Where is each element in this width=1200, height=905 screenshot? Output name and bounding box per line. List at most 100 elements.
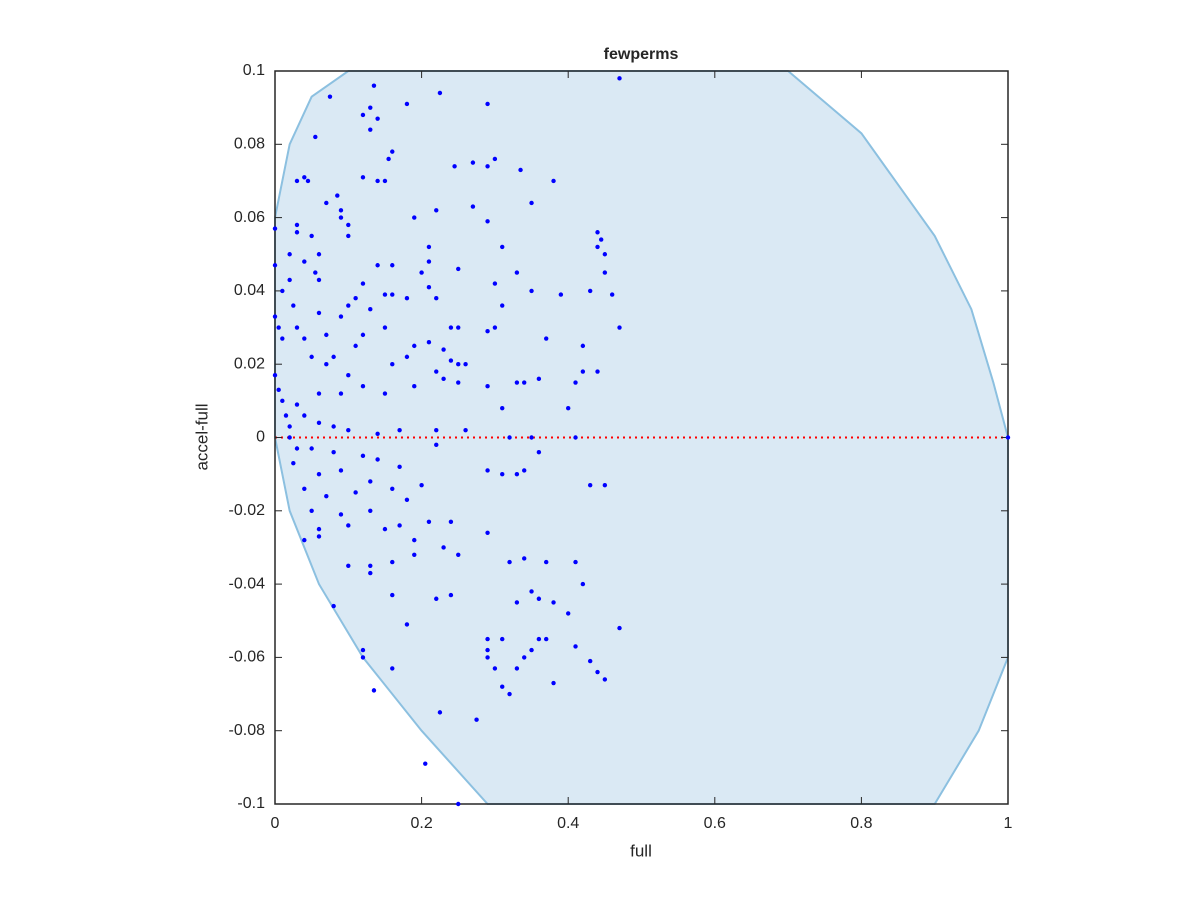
point bbox=[346, 222, 351, 228]
point bbox=[419, 270, 424, 275]
y-tick-label: 0.02 bbox=[234, 355, 265, 372]
point bbox=[368, 127, 373, 132]
point bbox=[390, 559, 395, 565]
point bbox=[456, 801, 461, 807]
point bbox=[602, 677, 608, 682]
x-tick-label: 1 bbox=[1004, 815, 1013, 832]
point bbox=[536, 596, 542, 601]
point bbox=[485, 468, 490, 473]
point bbox=[335, 193, 340, 198]
point bbox=[426, 259, 432, 264]
point bbox=[346, 427, 351, 433]
point bbox=[419, 482, 424, 488]
point bbox=[375, 457, 380, 462]
point bbox=[272, 314, 278, 319]
point bbox=[434, 208, 439, 213]
point bbox=[587, 658, 593, 664]
point bbox=[375, 431, 380, 437]
point bbox=[291, 303, 296, 308]
point bbox=[316, 471, 322, 477]
point bbox=[313, 270, 318, 275]
point bbox=[412, 383, 417, 389]
point bbox=[346, 303, 351, 308]
point bbox=[371, 83, 377, 88]
point bbox=[302, 486, 307, 492]
point bbox=[573, 644, 578, 649]
point bbox=[514, 471, 520, 477]
point bbox=[324, 332, 329, 338]
point bbox=[426, 519, 432, 524]
point bbox=[338, 208, 344, 213]
point bbox=[316, 534, 322, 539]
point bbox=[529, 435, 534, 440]
y-tick-label: -0.08 bbox=[229, 722, 266, 739]
point bbox=[287, 277, 292, 283]
point bbox=[470, 204, 476, 209]
point bbox=[316, 420, 322, 426]
point bbox=[500, 684, 505, 689]
point bbox=[371, 688, 377, 693]
point bbox=[390, 149, 395, 154]
point bbox=[305, 178, 311, 184]
point bbox=[375, 116, 380, 121]
point bbox=[448, 358, 454, 363]
point bbox=[434, 369, 439, 374]
point bbox=[404, 622, 410, 627]
point bbox=[331, 424, 336, 429]
point bbox=[448, 519, 454, 524]
point bbox=[580, 343, 586, 349]
point bbox=[566, 405, 571, 411]
point bbox=[426, 340, 432, 345]
point bbox=[294, 178, 300, 184]
x-axis-label: full bbox=[630, 841, 652, 860]
point bbox=[360, 332, 366, 338]
point bbox=[448, 592, 454, 598]
y-tick-label: 0.1 bbox=[243, 62, 265, 79]
point bbox=[492, 666, 498, 671]
point bbox=[500, 405, 505, 411]
point bbox=[485, 219, 490, 224]
point bbox=[353, 296, 358, 301]
point bbox=[485, 329, 490, 334]
x-tick-label: 0 bbox=[271, 815, 280, 832]
point bbox=[287, 435, 292, 440]
point bbox=[507, 435, 512, 440]
y-axis-label: accel-full bbox=[192, 403, 211, 470]
point bbox=[283, 413, 289, 418]
point bbox=[294, 230, 300, 235]
point bbox=[448, 325, 454, 330]
point bbox=[522, 556, 527, 561]
point bbox=[426, 285, 432, 290]
point bbox=[573, 559, 578, 565]
point bbox=[404, 354, 410, 360]
y-tick-label: -0.04 bbox=[229, 575, 266, 592]
point bbox=[382, 391, 388, 396]
point bbox=[404, 497, 410, 503]
point bbox=[272, 263, 278, 268]
point bbox=[456, 552, 461, 557]
point bbox=[280, 336, 285, 341]
point bbox=[360, 281, 366, 286]
point bbox=[368, 479, 373, 484]
point bbox=[338, 468, 344, 473]
point bbox=[346, 372, 351, 378]
point bbox=[382, 325, 388, 330]
point bbox=[338, 391, 344, 396]
point bbox=[536, 376, 542, 382]
point bbox=[602, 270, 608, 275]
point bbox=[338, 314, 344, 319]
point bbox=[514, 600, 520, 605]
point bbox=[302, 259, 307, 264]
point bbox=[368, 307, 373, 312]
point bbox=[360, 112, 366, 118]
point bbox=[294, 402, 300, 407]
point bbox=[404, 296, 410, 301]
point bbox=[522, 380, 527, 385]
point bbox=[302, 537, 307, 543]
point bbox=[360, 655, 366, 660]
point bbox=[485, 101, 490, 107]
point bbox=[426, 244, 432, 250]
point bbox=[580, 581, 586, 587]
point bbox=[529, 288, 534, 294]
